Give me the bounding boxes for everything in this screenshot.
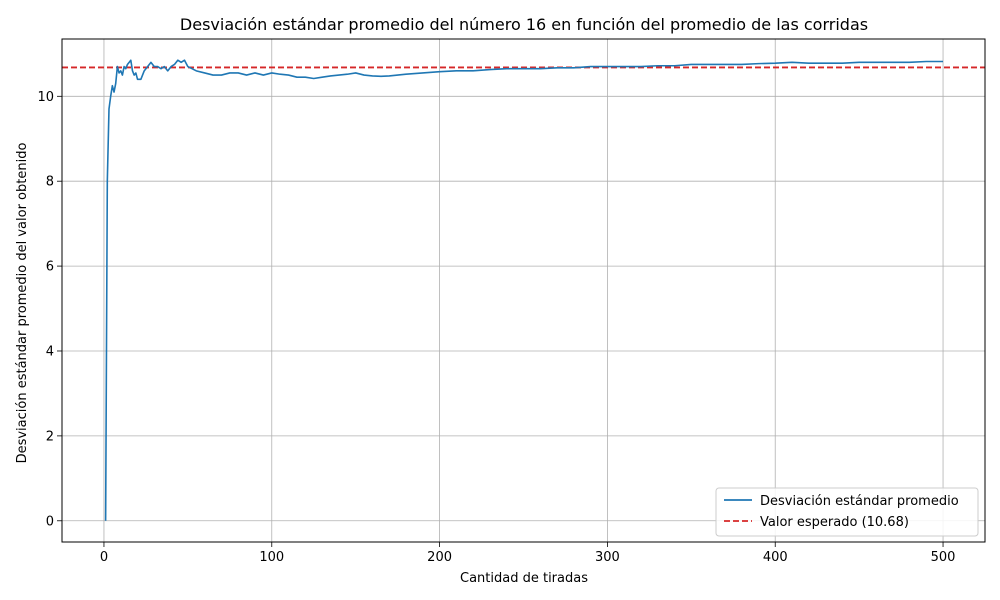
- x-tick-label: 400: [763, 550, 788, 565]
- x-tick-label: 100: [259, 550, 284, 565]
- legend: Desviación estándar promedio Valor esper…: [715, 487, 979, 537]
- y-tick-label: 4: [46, 344, 54, 359]
- x-axis-label: Cantidad de tiradas: [460, 571, 588, 586]
- y-tick-label: 6: [46, 260, 54, 275]
- legend-label-reference: Valor esperado (10.68): [760, 515, 909, 530]
- y-axis-label: Desviación estándar promedio del valor o…: [15, 143, 30, 464]
- x-tick-label: 300: [595, 550, 620, 565]
- grid: [62, 39, 985, 542]
- y-tick-label: 10: [37, 90, 54, 105]
- y-tick-label: 8: [46, 175, 54, 190]
- legend-box: [715, 487, 979, 537]
- series-line-0: [104, 59, 944, 521]
- series-layer: [104, 59, 944, 521]
- y-tick-label: 2: [46, 429, 54, 444]
- plot-frame: [61, 38, 986, 543]
- y-tick-label: 0: [46, 514, 54, 529]
- chart-title: Desviación estándar promedio del número …: [180, 15, 868, 34]
- x-tick-label: 500: [931, 550, 956, 565]
- legend-label-series: Desviación estándar promedio: [760, 494, 959, 509]
- x-axis: 0 100 200 300 400 500: [100, 542, 956, 565]
- y-axis: 0 2 4 6 8 10: [37, 90, 62, 529]
- x-tick-label: 0: [100, 550, 108, 565]
- x-tick-label: 200: [427, 550, 452, 565]
